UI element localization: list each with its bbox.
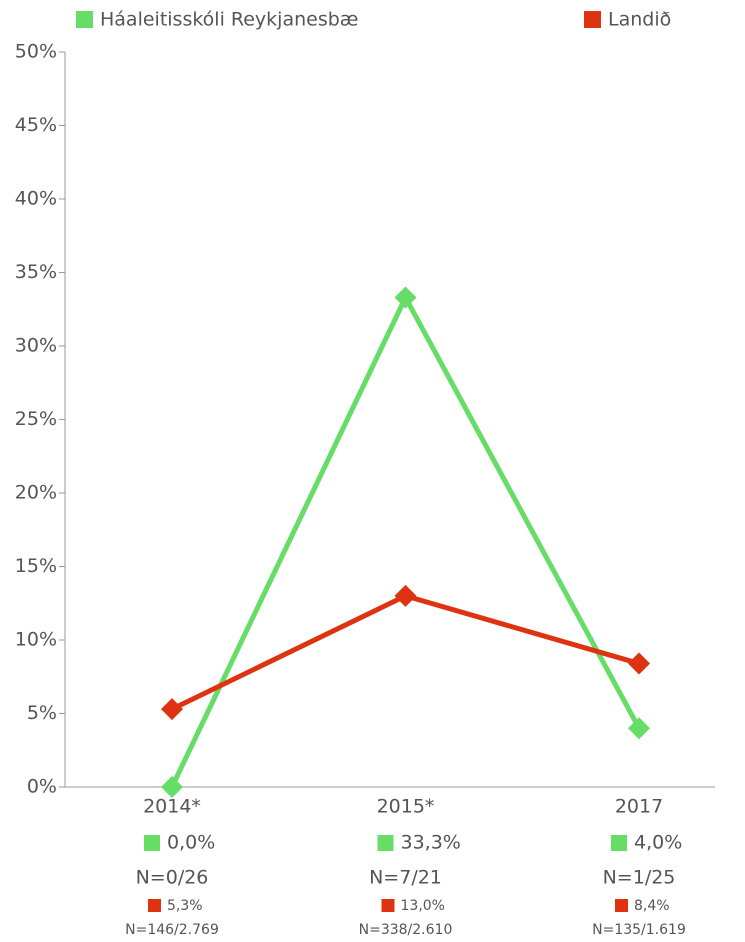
legend-swatch — [76, 11, 93, 28]
y-tick-label: 40% — [15, 188, 57, 210]
n-label: N=146/2.769 — [125, 922, 219, 938]
x-tick-label: 2015* — [377, 796, 435, 818]
legend-label: Landið — [608, 9, 671, 31]
y-tick-label: 30% — [15, 335, 57, 357]
y-tick-label: 45% — [15, 114, 57, 136]
value-label: 4,0% — [634, 832, 682, 854]
label-swatch — [611, 835, 627, 851]
legend-swatch — [584, 11, 601, 28]
value-label: 13,0% — [401, 898, 445, 914]
n-label: N=338/2.610 — [359, 922, 453, 938]
y-tick-label: 35% — [15, 261, 57, 283]
y-tick-label: 10% — [15, 629, 57, 651]
label-swatch — [144, 835, 160, 851]
marker — [161, 776, 183, 798]
x-tick-label: 2017 — [615, 796, 663, 818]
y-tick-label: 5% — [27, 702, 57, 724]
value-label: 0,0% — [167, 832, 215, 854]
n-label: N=135/1.619 — [592, 922, 686, 938]
value-label: 5,3% — [167, 898, 203, 914]
series-line — [169, 291, 642, 789]
marker — [628, 717, 650, 740]
y-tick-label: 25% — [15, 408, 57, 430]
label-swatch — [148, 899, 161, 912]
n-label: N=0/26 — [136, 867, 209, 889]
y-tick-label: 20% — [15, 482, 57, 504]
y-tick-label: 15% — [15, 555, 57, 577]
y-tick-label: 0% — [27, 776, 57, 798]
y-tick-label: 50% — [15, 41, 57, 63]
value-label: 8,4% — [634, 898, 670, 914]
marker — [161, 698, 183, 721]
x-tick-label: 2014* — [143, 796, 201, 818]
marker — [628, 652, 650, 675]
marker — [394, 286, 417, 309]
label-swatch — [381, 899, 395, 912]
label-swatch — [377, 835, 394, 851]
value-label: 33,3% — [401, 832, 461, 854]
series-line — [170, 593, 640, 712]
legend-label: Háaleitisskóli Reykjanesbæ — [100, 9, 358, 31]
n-label: N=7/21 — [369, 867, 442, 889]
n-label: N=1/25 — [603, 867, 676, 889]
marker — [394, 584, 417, 607]
label-swatch — [615, 899, 628, 912]
